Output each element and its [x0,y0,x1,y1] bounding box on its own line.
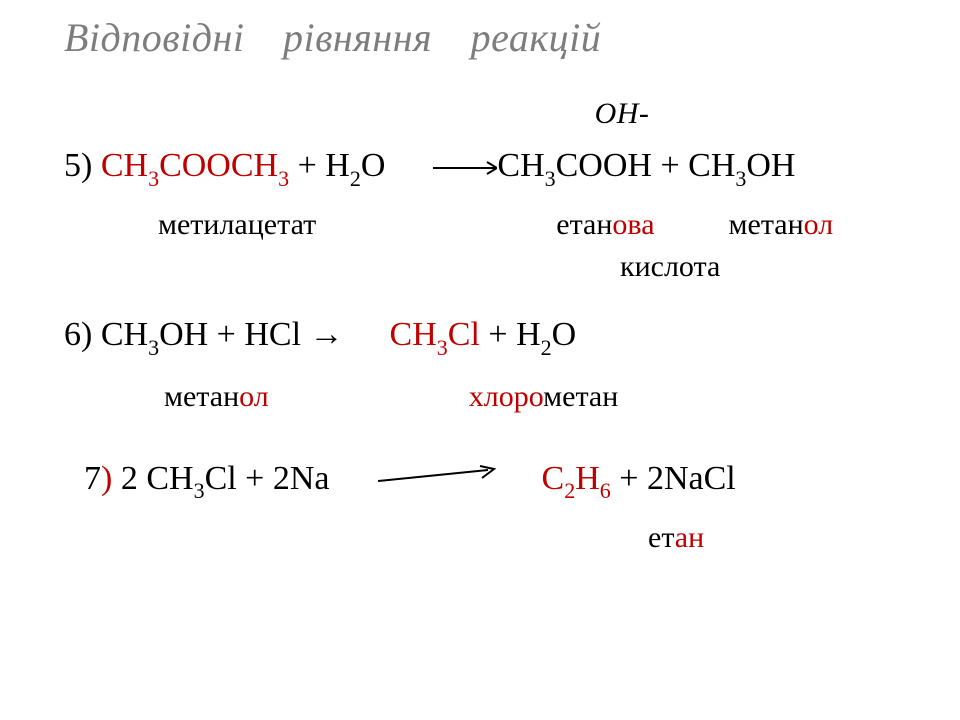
eq5-plus1: + H [289,147,350,184]
eq7-label-a: ет [648,521,675,554]
eq5-plus2: + CH [652,147,735,184]
arrow-icon [376,464,496,486]
eq7-label-b: ан [675,521,704,554]
eq6-label-r1b: ол [239,380,269,413]
eq5-label-reagent: метилацетат [158,208,316,241]
eq7-number: 7 [84,460,101,497]
eq5-h2o-sub: 2 [350,166,361,191]
eq5-label-p2b: ол [804,208,834,241]
eq5-labels-row2: кислота [620,250,920,284]
catalyst-text: OH [595,97,639,130]
eq6-label-r1a: метан [164,380,239,413]
eq5-labels-row1: метилацетат етанова метанол [158,208,920,242]
eq6-h2oo: O [552,316,577,353]
eq6-plus2: + H [480,316,541,353]
eq5-number: 5) [64,147,101,184]
eq7-paren: ) [101,460,121,497]
equation-7: 7) 2 CH3Cl + 2Na C2H6 + 2NaCl [64,458,920,503]
eq7-p1sub2: 6 [600,478,611,503]
eq7-p1a: C [542,460,565,497]
eq6-r1b: OH [159,316,208,353]
slide-title: Відповідні рівняння реакцій [64,14,920,61]
eq6-p1a: CH [390,316,437,353]
eq6-h2osub: 2 [541,335,552,360]
eq5-h2o-o: O [361,147,386,184]
eq5-prod1-a: CH [497,147,544,184]
eq6-r1a: CH [101,316,148,353]
eq6-p1sub: 3 [437,335,448,360]
eq6-plus1: + HCl [208,316,309,353]
eq7-plus2: + 2NaCl [611,460,736,497]
eq5-label-p1c: кислота [620,250,720,283]
eq5-label-p1b: ова [612,208,654,241]
eq5-prod1-sub: 3 [545,166,556,191]
eq5-prod2-oh: OH [746,147,795,184]
eq5-prod2-sub: 3 [735,166,746,191]
eq6-r1sub: 3 [148,335,159,360]
eq5-reagent-part2: COOCH [159,147,278,184]
eq5-reagent-sub1: 3 [148,166,159,191]
arrow-icon [431,158,497,178]
catalyst-charge: - [639,97,650,130]
slide: Відповідні рівняння реакцій OH- 5) CH3CO… [0,0,960,720]
eq5-reagent-sub2: 3 [278,166,289,191]
eq5-reagent-part1: CH [101,147,148,184]
equation-5: 5) CH3COOCH3 + H2OCH3COOH + CH3OH [64,145,920,190]
eq6-labels: метанолхлорометан [164,380,920,414]
eq5-catalyst: OH- [324,97,920,131]
eq6-p1b: Cl [448,316,480,353]
eq6-number: 6) [64,316,101,353]
eq5-prod1-b: COOH [556,147,652,184]
eq5-label-p1a: етан [556,208,612,241]
equation-6: 6) CH3OH + HCl →CH3Cl + H2O [64,314,920,359]
eq7-labels: етан [648,521,920,555]
eq7-p1h: H [575,460,600,497]
eq6-label-p1a: хлоро [469,380,543,413]
eq7-p1sub1: 2 [564,478,575,503]
eq7-r1sub: 3 [194,478,205,503]
eq7-r1cl: Cl + 2Na [205,460,330,497]
eq6-arrow: → [310,316,344,353]
eq5-label-p2a: метан [729,208,804,241]
eq6-label-p1b: метан [543,380,618,413]
eq7-coef1: 2 CH [121,460,194,497]
